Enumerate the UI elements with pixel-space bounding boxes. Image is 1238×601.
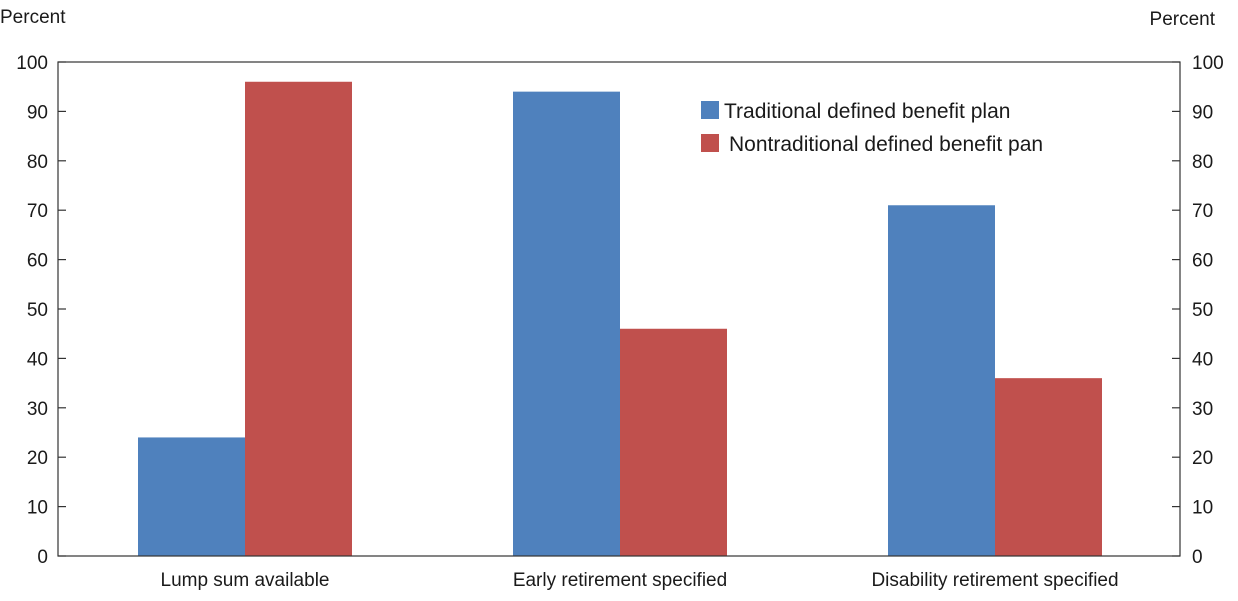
bars-layer bbox=[138, 81, 1102, 556]
y-tick-label-left: 20 bbox=[27, 448, 48, 469]
y-tick-label-right: 100 bbox=[1192, 53, 1224, 74]
y-tick-label-left: 90 bbox=[27, 102, 48, 123]
category-labels: Lump sum available Early retirement speci… bbox=[161, 570, 1119, 591]
legend: Traditional defined benefit plan Nontrad… bbox=[701, 100, 1043, 156]
y-tick-label-right: 70 bbox=[1192, 201, 1213, 222]
bar-series1-cat3 bbox=[888, 205, 995, 556]
bar-series2-cat3 bbox=[995, 378, 1102, 556]
y-tick-label-left: 80 bbox=[27, 152, 48, 173]
y-tick-label-right: 90 bbox=[1192, 102, 1213, 123]
y-tick-label-left: 10 bbox=[27, 498, 48, 519]
y-tick-label-left: 100 bbox=[16, 53, 48, 74]
y-tick-label-right: 60 bbox=[1192, 251, 1213, 272]
category-label-1: Lump sum available bbox=[161, 570, 330, 591]
y-tick-label-right: 0 bbox=[1192, 547, 1203, 568]
y-tick-label-left: 0 bbox=[37, 547, 48, 568]
y-tick-label-left: 60 bbox=[27, 251, 48, 272]
bar-series1-cat2 bbox=[513, 91, 620, 556]
legend-swatch-nontraditional bbox=[701, 134, 719, 152]
y-tick-label-right: 80 bbox=[1192, 152, 1213, 173]
y-tick-label-left: 70 bbox=[27, 201, 48, 222]
bar-series2-cat1 bbox=[245, 81, 352, 556]
y-axis-right-unit-label: Percent bbox=[1150, 9, 1216, 30]
y-tick-label-right: 30 bbox=[1192, 399, 1213, 420]
category-label-2: Early retirement specified bbox=[513, 570, 727, 591]
bar-series2-cat2 bbox=[620, 328, 727, 556]
y-tick-label-left: 40 bbox=[27, 349, 48, 370]
y-tick-label-right: 20 bbox=[1192, 448, 1213, 469]
bar-series1-cat1 bbox=[138, 437, 245, 556]
y-tick-label-right: 50 bbox=[1192, 300, 1213, 321]
legend-label-traditional: Traditional defined benefit plan bbox=[724, 100, 1010, 123]
category-label-3: Disability retirement specified bbox=[871, 570, 1118, 591]
legend-label-nontraditional: Nontraditional defined benefit pan bbox=[729, 133, 1043, 156]
legend-swatch-traditional bbox=[701, 101, 719, 119]
y-tick-label-left: 50 bbox=[27, 300, 48, 321]
y-tick-label-right: 10 bbox=[1192, 498, 1213, 519]
y-tick-label-right: 40 bbox=[1192, 349, 1213, 370]
y-axis-left-unit-label: Percent bbox=[0, 7, 66, 28]
ticks-layer: 0 0 10 10 20 20 30 30 40 40 50 50 60 60 70 70 80 80 90 90 10… bbox=[16, 53, 1223, 568]
y-tick-label-left: 30 bbox=[27, 399, 48, 420]
